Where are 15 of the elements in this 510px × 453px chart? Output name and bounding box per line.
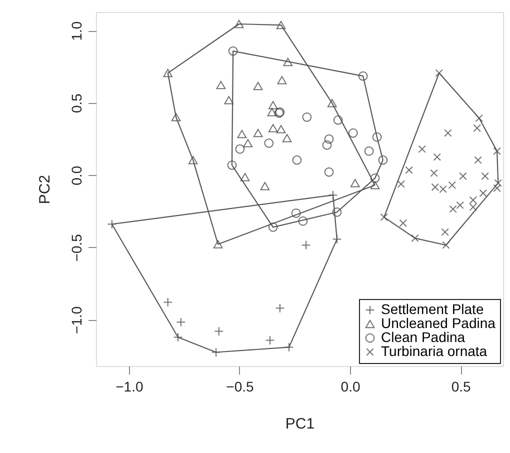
legend-label: Turbinaria ornata bbox=[381, 343, 488, 359]
y-tick-label: 1.0 bbox=[68, 21, 84, 41]
legend-label: Uncleaned Padina bbox=[381, 315, 496, 331]
x-tick-label: 0.5 bbox=[451, 378, 471, 394]
y-tick-label: 0.0 bbox=[68, 166, 84, 186]
y-tick-label: −1.0 bbox=[68, 306, 84, 334]
x-tick-label: −1.0 bbox=[116, 378, 144, 394]
y-tick-label: −0.5 bbox=[68, 234, 84, 262]
x-tick-label: −0.5 bbox=[226, 378, 254, 394]
legend-label: Settlement Plate bbox=[381, 301, 484, 317]
y-axis-title: PC2 bbox=[36, 174, 54, 204]
x-axis-title: PC1 bbox=[285, 416, 315, 432]
x-tick-label: 0.0 bbox=[340, 378, 360, 394]
y-tick-label: 0.5 bbox=[68, 93, 84, 114]
legend-label: Clean Padina bbox=[381, 329, 466, 345]
